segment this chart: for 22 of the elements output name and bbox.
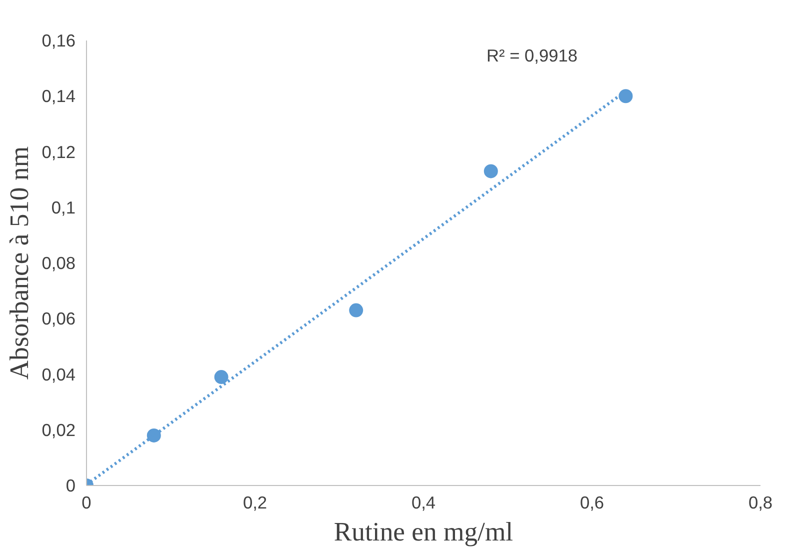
y-tick-label: 0,16	[42, 30, 76, 50]
y-tick-label: 0,14	[42, 86, 76, 106]
point	[146, 428, 161, 442]
point	[484, 164, 498, 178]
y-tick-label: 0,12	[42, 142, 76, 162]
point	[618, 89, 633, 104]
y-tick-label: 0,02	[42, 420, 76, 440]
annotation: R² = 0,9918	[486, 46, 578, 66]
y-tick-label: 0,08	[42, 253, 76, 273]
x-axis-title: Rutine en mg/ml	[334, 516, 514, 546]
x-tick-label: 0,2	[242, 492, 268, 512]
x-tick-label: 0,4	[411, 492, 436, 512]
y-tick-label: 0,1	[51, 197, 76, 218]
point	[349, 303, 364, 318]
x-tick-label: 0,6	[580, 492, 604, 512]
y-tick-label: 0,04	[42, 364, 76, 384]
point	[214, 370, 228, 384]
y-tick-label: 0,06	[42, 308, 76, 329]
x-tick-label: 0,8	[748, 492, 773, 512]
x-tick-label: 0	[82, 492, 92, 512]
y-axis-title: Absorbance à 510 nm	[4, 146, 34, 380]
y-tick-label: 0	[66, 476, 76, 496]
